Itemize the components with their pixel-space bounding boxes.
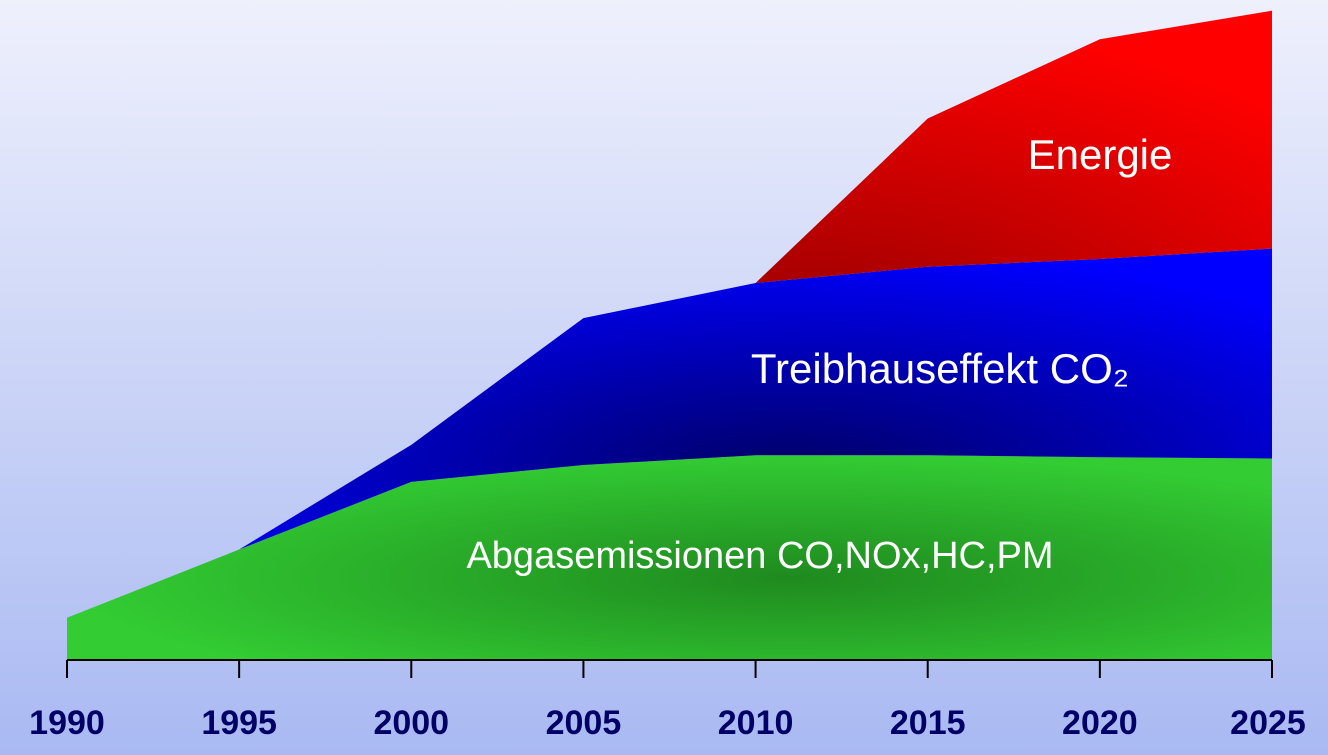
x-tick-label: 2020 (1062, 704, 1138, 742)
series-label: Abgasemissionen CO,NOx,HC,PM (466, 535, 1053, 577)
x-tick-label: 1995 (201, 704, 277, 742)
x-tick-label: 1990 (29, 704, 105, 742)
series-label: Treibhauseffekt CO₂ (751, 345, 1129, 392)
x-tick-label: 2025 (1230, 704, 1306, 742)
x-tick-label: 2010 (718, 704, 794, 742)
area (67, 455, 1272, 660)
area (67, 10, 1272, 618)
x-tick-label: 2015 (890, 704, 966, 742)
area (67, 248, 1272, 618)
x-tick-label: 2005 (546, 704, 622, 742)
x-tick-label: 2000 (373, 704, 449, 742)
series-label: Energie (1028, 131, 1173, 178)
